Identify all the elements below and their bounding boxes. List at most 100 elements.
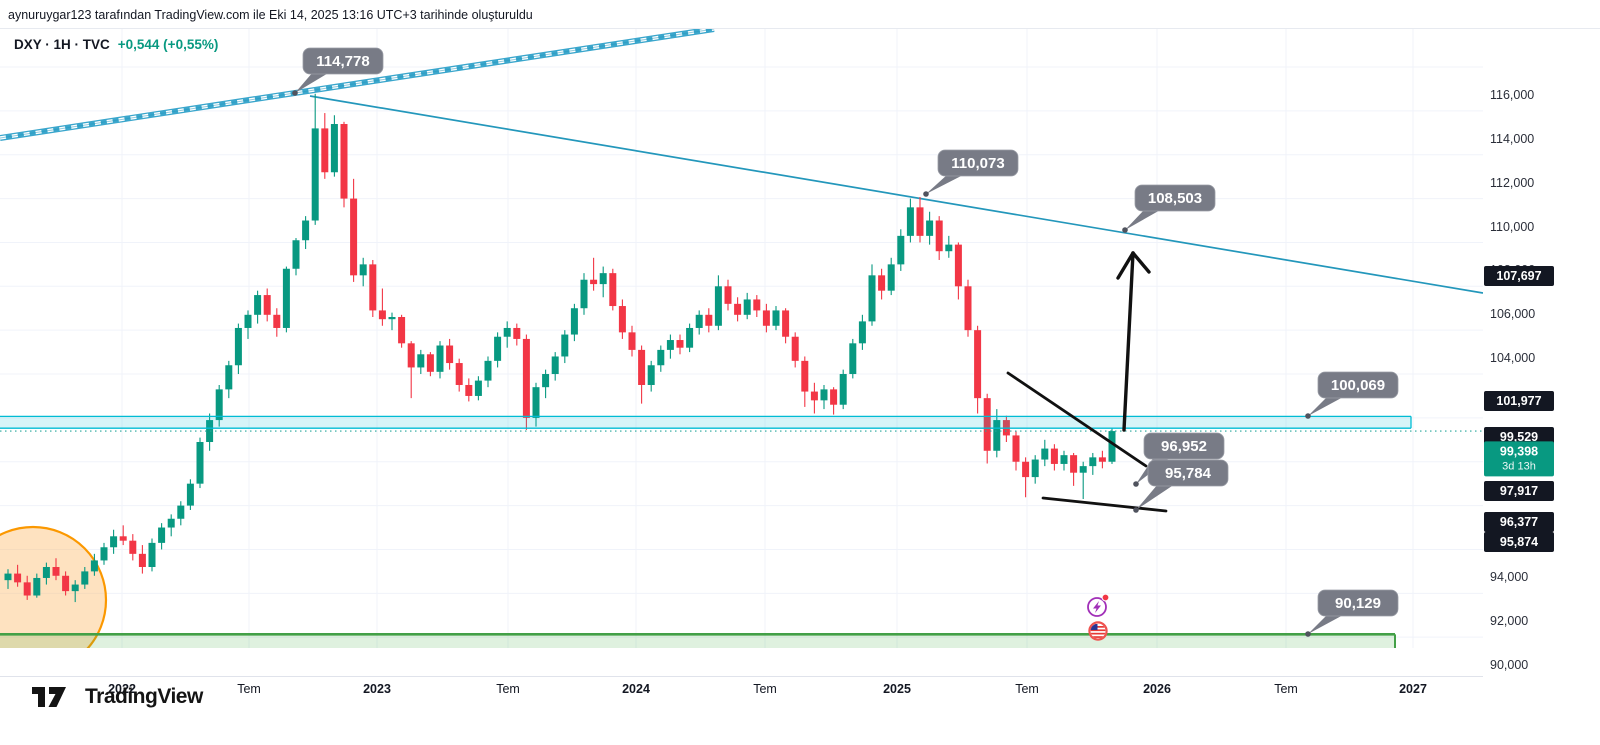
candle	[782, 310, 790, 337]
candle	[455, 363, 463, 385]
candle	[206, 420, 214, 443]
candle	[417, 354, 425, 368]
candle	[878, 275, 886, 291]
level-price-badge: 95,874	[1484, 532, 1554, 552]
circle-drawing[interactable]	[0, 525, 108, 671]
candle	[570, 308, 578, 335]
candle	[398, 317, 406, 344]
candle	[186, 483, 194, 506]
price-tick-label: 112,000	[1490, 175, 1535, 190]
price-callout[interactable]: 95,784	[1133, 459, 1229, 513]
time-tick-label: Tem	[753, 682, 777, 696]
chart-area[interactable]: 114,778 110,073 108,503 100,069 96,952 95,784…	[0, 28, 1600, 696]
price-tick-label: 90,000	[1490, 658, 1529, 673]
candle	[484, 360, 492, 381]
candle	[359, 264, 367, 276]
time-tick-label: Tem	[496, 682, 520, 696]
candle	[282, 268, 290, 328]
price-tick-label: 92,000	[1490, 614, 1529, 629]
candle	[138, 553, 146, 568]
candle	[292, 240, 300, 269]
candle	[513, 327, 521, 339]
candle	[494, 336, 502, 361]
candle	[330, 124, 338, 173]
candle	[1041, 448, 1049, 460]
price-callout[interactable]: 100,069	[1305, 371, 1399, 419]
candle	[273, 314, 281, 328]
candle	[426, 354, 434, 372]
candle	[254, 295, 262, 315]
footer: TradingView	[30, 684, 203, 710]
candle	[503, 327, 511, 337]
time-tick-label: 2026	[1143, 682, 1171, 696]
candle	[734, 303, 742, 315]
callout-label: 114,778	[316, 53, 369, 70]
candle	[551, 356, 559, 375]
price-callout[interactable]: 108,503	[1122, 184, 1216, 233]
candle	[225, 365, 233, 390]
candle	[638, 349, 646, 385]
tradingview-logo-icon[interactable]	[30, 684, 76, 710]
symbol-title[interactable]: DXY · 1H · TVC	[14, 37, 110, 52]
candle	[762, 310, 770, 326]
price-callout[interactable]: 110,073	[923, 149, 1019, 197]
candle	[695, 314, 703, 328]
candle	[724, 286, 732, 304]
lightning-event-icon[interactable]	[1087, 593, 1110, 617]
candle	[14, 573, 22, 583]
price-tick-label: 114,000	[1490, 131, 1535, 146]
candle	[561, 334, 569, 357]
price-tick-label: 106,000	[1490, 307, 1536, 322]
level-price-badge: 97,917	[1484, 481, 1554, 501]
candle	[705, 314, 713, 326]
candle	[599, 273, 607, 285]
time-axis-divider	[0, 676, 1483, 677]
descending-trendline[interactable]	[309, 95, 1483, 294]
candle	[1108, 431, 1116, 462]
time-tick-label: Tem	[1274, 682, 1298, 696]
candle	[119, 536, 127, 541]
candle	[897, 235, 905, 265]
price-callout[interactable]: 90,129	[1305, 589, 1399, 637]
candle	[657, 349, 665, 366]
candle	[906, 207, 914, 236]
candle	[849, 343, 857, 375]
wedge-trendline[interactable]	[1041, 496, 1168, 513]
candle	[1031, 459, 1039, 478]
price-callout[interactable]: 114,778	[292, 47, 384, 96]
candle	[244, 314, 252, 328]
candle	[369, 264, 377, 311]
candle	[666, 340, 674, 350]
level-price-badge: 96,377	[1484, 512, 1554, 532]
candle	[945, 244, 953, 252]
candle	[158, 527, 166, 543]
candle	[647, 365, 655, 385]
candle	[148, 542, 156, 568]
candle	[436, 345, 444, 372]
candle	[993, 420, 1001, 451]
price-change: +0,544 (+0,55%)	[117, 37, 219, 52]
level-price-badge: 101,977	[1484, 391, 1554, 411]
resistance-zone[interactable]	[0, 416, 1411, 429]
price-tick-label: 110,000	[1490, 219, 1535, 234]
candle	[830, 389, 838, 405]
tradingview-logo-text[interactable]: TradingView	[85, 685, 203, 708]
candle	[676, 340, 684, 348]
candle	[474, 380, 482, 396]
us-flag-event-icon[interactable]	[1088, 621, 1108, 641]
wedge-trendline[interactable]	[1006, 371, 1148, 468]
candlestick-chart[interactable]: 114,778 110,073 108,503 100,069 96,952 95,784…	[0, 29, 1600, 671]
candle	[801, 360, 809, 392]
candle	[772, 310, 780, 326]
candle	[935, 220, 943, 252]
arrow-drawing[interactable]	[1122, 251, 1135, 432]
candle	[129, 540, 137, 554]
candle	[177, 505, 185, 519]
callout-label: 90,129	[1335, 595, 1381, 612]
candle	[23, 582, 31, 596]
support-zone[interactable]	[0, 634, 1395, 648]
time-tick-label: 2023	[363, 682, 391, 696]
candle	[686, 327, 694, 348]
candle	[321, 128, 329, 173]
candle	[868, 275, 876, 322]
